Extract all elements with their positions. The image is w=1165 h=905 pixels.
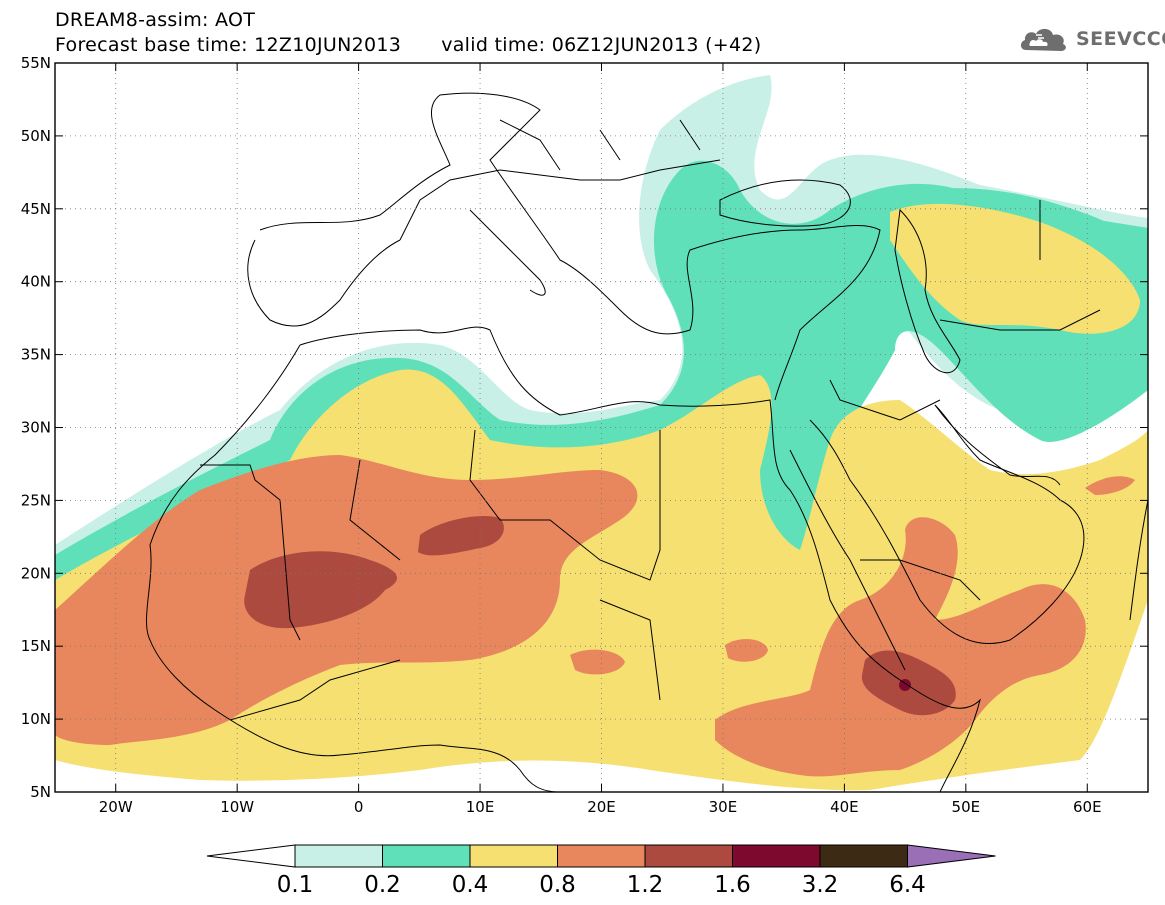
colorbar-box <box>557 844 646 868</box>
colorbar-level-label: 1.2 <box>627 872 664 898</box>
aot-patch-chad <box>570 649 625 675</box>
lon-tick-label: 40E <box>830 798 859 816</box>
grid-lines <box>55 63 1148 792</box>
colorbar-upper-arrow <box>907 844 996 868</box>
logo-text: SEEVCCC <box>1076 28 1165 50</box>
coastline-west-africa <box>145 344 561 792</box>
lon-tick-label: 0 <box>354 798 364 816</box>
coastline-caspian <box>894 208 961 373</box>
lon-tick-label: 50E <box>952 798 981 816</box>
lon-tick-label: 10W <box>220 798 254 816</box>
colorbar-box <box>644 844 733 868</box>
coastline-north-africa <box>299 326 981 792</box>
lat-tick-label: 45N <box>21 200 51 218</box>
colorbar-box <box>294 844 383 868</box>
aot-patch-sudan <box>725 638 768 662</box>
colorbar-level-label: 6.4 <box>889 872 926 898</box>
coastlines <box>145 92 1148 792</box>
aot-peak-3.2 <box>899 679 911 691</box>
seevccc-logo: SEEVCCC <box>1018 22 1165 56</box>
lat-tick-label: 30N <box>21 419 51 437</box>
lat-tick-label: 55N <box>21 54 51 72</box>
aot-field <box>55 75 1148 791</box>
cloud-logo-icon <box>1020 28 1066 51</box>
colorbar-level-label: 3.2 <box>802 872 839 898</box>
title-text: DREAM8-assim: AOT <box>55 9 256 31</box>
border-set-2 <box>829 200 1101 601</box>
valid-time-text: valid time: 06Z12JUN2013 (+42) <box>441 34 762 56</box>
lon-tick-label: 20W <box>99 798 133 816</box>
lon-tick-label: 10E <box>466 798 495 816</box>
lat-tick-label: 50N <box>21 127 51 145</box>
colorbar-lower-arrow <box>206 844 296 868</box>
aot-blob-central-asia <box>890 202 1140 334</box>
colorbar-level-label: 1.6 <box>714 872 751 898</box>
axis-ticks: 55N 50N 45N 40N 35N 30N 25N 20N 15N 10N 5N 20W 10W 0 1… <box>21 54 1148 816</box>
coastline-italy <box>469 209 546 296</box>
lon-tick-label: 20E <box>587 798 616 816</box>
colorbar-level-label: 0.8 <box>539 872 576 898</box>
colorbar-level-label: 0.4 <box>452 872 489 898</box>
aot-band-1.2-1.6-niger <box>418 515 504 556</box>
lat-tick-label: 25N <box>21 491 51 509</box>
coastline-india-west <box>1129 499 1148 621</box>
aot-band-0.2-0.4 <box>55 160 1148 620</box>
colorbar: 0.1 0.2 0.4 0.8 1.2 1.6 3.2 6.4 <box>206 844 996 898</box>
colorbar-box <box>382 844 471 868</box>
coastline-red-sea <box>789 449 906 671</box>
lat-tick-label: 15N <box>21 637 51 655</box>
colorbar-level-label: 0.2 <box>364 872 401 898</box>
lat-tick-label: 35N <box>21 346 51 364</box>
coastline-black-sea <box>719 179 851 227</box>
aot-blob-central-asia-edge <box>880 188 1148 300</box>
coastline-iberia <box>247 239 401 327</box>
colorbar-box <box>819 844 908 868</box>
border-set-europe <box>399 119 721 241</box>
aot-patch-persian-gulf <box>1085 476 1135 495</box>
aot-band-0.8-1.2-horn <box>715 517 1086 777</box>
lat-tick-label: 40N <box>21 273 51 291</box>
colorbar-box <box>469 844 558 868</box>
coastline-europe <box>259 92 881 401</box>
colorbar-box <box>732 844 821 868</box>
coastline-persian-gulf <box>934 404 1061 486</box>
base-time-text: Forecast base time: 12Z10JUN2013 <box>55 34 402 56</box>
map-title: DREAM8-assim: AOT <box>55 9 255 31</box>
coastline-arabia <box>809 404 1085 645</box>
lon-tick-label: 60E <box>1073 798 1102 816</box>
colorbar-level-label: 0.1 <box>277 872 314 898</box>
lat-tick-label: 5N <box>30 783 51 801</box>
map-subtitle: Forecast base time: 12Z10JUN2013 valid ti… <box>55 34 762 56</box>
lat-tick-label: 10N <box>21 710 51 728</box>
lat-tick-label: 20N <box>21 564 51 582</box>
lon-tick-label: 30E <box>709 798 738 816</box>
